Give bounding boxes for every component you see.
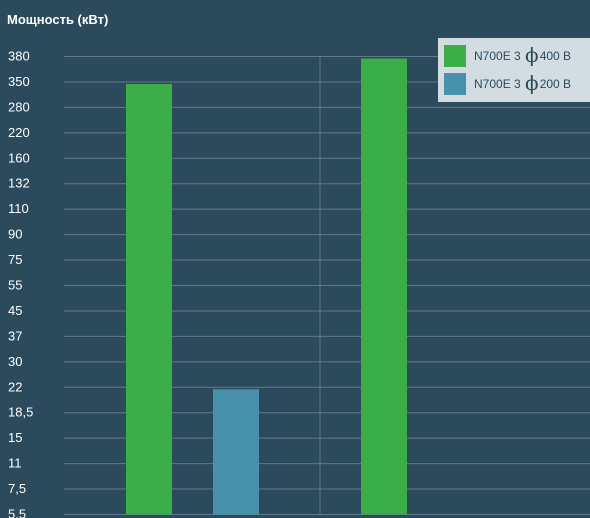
legend-item-200v: N700E 3 ϕ200 В [444, 71, 590, 97]
y-tick-label: 22 [8, 379, 22, 394]
y-tick-label: 90 [8, 227, 22, 242]
legend-label-200v-suffix: 200 В [539, 77, 572, 91]
y-tick-label: 37 [8, 328, 22, 343]
y-tick-label: 280 [8, 99, 30, 114]
y-tick-label: 55 [8, 278, 22, 293]
y-tick-label: 7,5 [8, 481, 26, 496]
y-tick-label: 75 [8, 252, 22, 267]
legend-label-400v: N700E 3 ϕ400 В [474, 45, 572, 65]
bar-group1-series0 [126, 83, 172, 515]
y-tick-label: 15 [8, 430, 22, 445]
y-tick-label: 220 [8, 125, 30, 140]
phase-symbol: ϕ [525, 43, 539, 67]
y-tick-label: 380 [8, 49, 30, 64]
bar-group2-series0 [361, 58, 407, 515]
legend-label-400v-suffix: 400 В [539, 49, 572, 63]
legend-swatch-400v [444, 45, 466, 67]
legend: N700E 3 ϕ400 В N700E 3 ϕ200 В [438, 38, 590, 102]
y-tick-label: 110 [8, 201, 29, 216]
y-tick-label: 30 [8, 354, 22, 369]
y-tick-label: 160 [8, 150, 30, 165]
legend-swatch-200v [444, 73, 466, 95]
y-tick-label: 45 [8, 303, 22, 318]
legend-label-200v-prefix: N700E 3 [474, 77, 521, 91]
legend-item-400v: N700E 3 ϕ400 В [444, 43, 590, 69]
y-tick-label: 18,5 [8, 405, 33, 420]
legend-label-400v-prefix: N700E 3 [474, 49, 521, 63]
y-tick-label: 5,5 [8, 507, 26, 518]
y-tick-label: 350 [8, 74, 30, 89]
bar-group1-series1 [213, 389, 259, 515]
y-tick-label: 11 [8, 456, 22, 471]
y-tick-label: 132 [8, 176, 30, 191]
legend-label-200v: N700E 3 ϕ200 В [474, 73, 572, 93]
phase-symbol: ϕ [525, 71, 539, 95]
chart-title: Мощность (кВт) [7, 12, 109, 27]
